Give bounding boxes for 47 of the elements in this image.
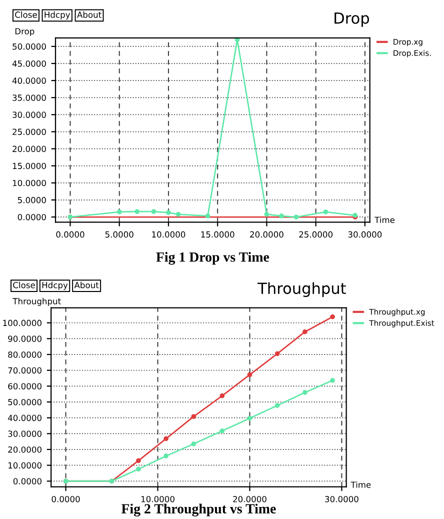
y-tick-label: 100.0000 [3,320,42,326]
y-tick-label: 35.0000 [12,94,46,101]
y-axis-title: Throughput [12,298,61,306]
y-tick-label: 5.0000 [18,196,46,204]
x-tick-label: 10.0000 [152,231,186,238]
y-tick-label: 45.0000 [12,60,46,67]
x-tick-label: 0.0000 [56,231,84,238]
y-tick-label: 90.0000 [8,336,42,342]
y-tick-label: 70.0000 [8,367,42,374]
x-tick-label: 30.0000 [348,231,382,238]
x-tick-label: 20.0000 [233,496,266,502]
y-axis-title: Drop [15,28,34,36]
y-tick-label: 40.0000 [12,78,46,84]
y-tick-label: 50.0000 [12,43,46,50]
y-tick-label: 80.0000 [8,351,42,358]
y-tick-label: 15.0000 [12,162,46,170]
y-tick-label: 0.0000 [13,478,42,484]
text: Close [15,11,37,18]
x-tick-label: 20.0000 [250,231,284,238]
y-tick-label: 40.0000 [8,414,42,422]
text: Close [13,282,35,288]
y-tick-label: 20.0000 [8,446,42,453]
y-tick-label: 30.0000 [12,112,46,118]
text: Hdcpy [42,282,68,290]
y-tick-label: 25.0000 [12,128,46,135]
chart-title: Drop [334,12,370,27]
x-tick-label: 10.0000 [141,496,174,502]
caption: Fig 2 Throughput vs Time [121,504,276,516]
y-tick-label: 10.0000 [8,462,42,469]
x-axis-title: Time [350,481,371,488]
x-tick-label: 0.0000 [52,496,80,502]
x-tick-label: 5.0000 [105,231,134,238]
text: About [74,282,99,288]
chart-title: Throughput [258,282,346,298]
text: About [77,11,102,18]
y-tick-label: 50.0000 [8,398,42,406]
y-tick-label: 30.0000 [8,430,42,437]
x-axis-title: Time [374,216,395,224]
y-tick-label: 60.0000 [8,383,42,390]
x-tick-label: 30.0000 [325,496,358,502]
y-tick-label: 20.0000 [12,146,46,152]
text: Hdcpy [44,11,70,20]
y-tick-label: 0.0000 [18,214,46,220]
y-tick-label: 10.0000 [12,180,46,186]
caption: Fig 1 Drop vs Time [156,252,270,265]
x-tick-label: 15.0000 [201,231,234,238]
x-tick-label: 25.0000 [299,231,332,238]
